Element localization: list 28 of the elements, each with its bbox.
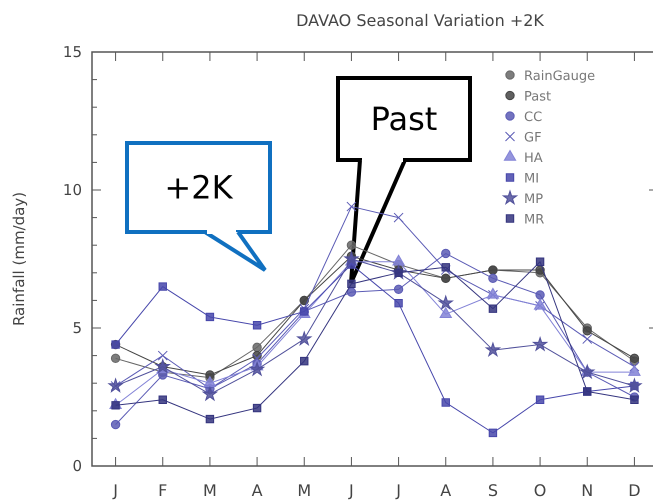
annotation: +2K bbox=[164, 168, 234, 206]
x-tick-label: N bbox=[581, 481, 594, 500]
x-tick-label: S bbox=[488, 481, 498, 500]
legend-label: Past bbox=[524, 90, 552, 104]
x-tick-label: A bbox=[440, 481, 452, 500]
x-tick-label: J bbox=[112, 481, 118, 500]
annotation: Past bbox=[370, 100, 438, 138]
y-tick-label: 10 bbox=[62, 181, 82, 199]
x-tick-label: M bbox=[203, 481, 217, 500]
x-tick-label: F bbox=[158, 481, 168, 500]
y-tick-label: 0 bbox=[72, 457, 82, 475]
legend-label: GF bbox=[524, 130, 542, 146]
x-tick-label: O bbox=[534, 481, 546, 500]
x-tick-label: D bbox=[628, 481, 641, 500]
x-tick-label: J bbox=[395, 481, 401, 500]
y-tick-label: 15 bbox=[62, 43, 82, 61]
y-axis-title: Rainfall (mm/day) bbox=[10, 192, 28, 326]
x-tick-label: M bbox=[297, 481, 312, 500]
legend-label: MR bbox=[524, 212, 544, 228]
chart-title: DAVAO Seasonal Variation +2K bbox=[296, 11, 544, 30]
legend-label: HA bbox=[524, 151, 543, 166]
legend-label: CC bbox=[524, 110, 542, 125]
legend-label: RainGauge bbox=[524, 69, 596, 84]
x-tick-label: J bbox=[348, 481, 354, 500]
y-tick-label: 5 bbox=[72, 319, 82, 337]
legend-label: MP bbox=[524, 192, 544, 207]
x-tick-label: A bbox=[252, 481, 263, 500]
legend-label: MI bbox=[524, 172, 540, 186]
